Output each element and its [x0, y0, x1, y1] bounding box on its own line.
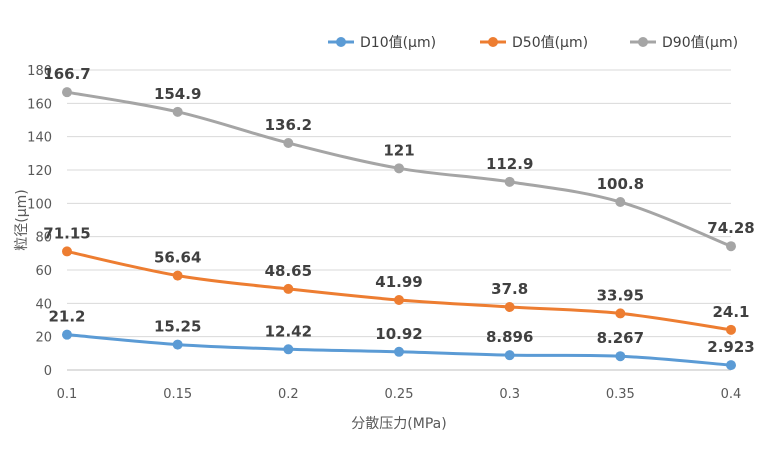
data-label: 33.95 — [597, 286, 644, 304]
x-tick-label: 0.1 — [57, 387, 78, 402]
data-label: 8.267 — [597, 329, 644, 347]
data-point — [172, 270, 183, 281]
y-tick-label: 160 — [27, 97, 52, 112]
x-tick-label: 0.4 — [721, 387, 742, 402]
y-axis-title: 粒径(μm) — [14, 189, 30, 250]
data-point — [615, 351, 626, 362]
data-label: 48.65 — [265, 262, 312, 280]
x-tick-label: 0.35 — [606, 387, 635, 402]
data-point — [62, 329, 72, 340]
data-label: 10.92 — [375, 325, 422, 343]
data-label: 15.25 — [154, 318, 201, 336]
x-tick-label: 0.15 — [163, 387, 192, 402]
legend-label: D90值(μm) — [662, 35, 738, 51]
y-axis-ticks: 0 20 40 60 80 100 120 140 160 180 — [27, 64, 52, 379]
data-point — [726, 360, 736, 371]
x-axis-title: 分散压力(MPa) — [351, 416, 446, 432]
x-tick-label: 0.2 — [278, 387, 299, 402]
data-point — [283, 138, 294, 148]
series-lines — [62, 87, 736, 371]
y-tick-label: 40 — [35, 297, 52, 312]
y-tick-label: 100 — [27, 197, 52, 212]
x-tick-label: 0.25 — [385, 387, 414, 402]
data-point — [726, 324, 736, 335]
y-tick-label: 120 — [27, 164, 52, 179]
data-point — [394, 295, 404, 306]
y-tick-label: 180 — [27, 64, 52, 79]
legend-label: D10值(μm) — [360, 35, 436, 51]
data-point — [283, 283, 294, 294]
data-labels: 21.2 15.25 12.42 10.92 8.896 8.267 2.923 71.15 5… — [43, 65, 754, 356]
data-label: 8.896 — [486, 328, 533, 346]
legend: D10值(μm) D50值(μm) D90值(μm) — [328, 35, 738, 51]
data-label: 41.99 — [375, 273, 422, 291]
data-point — [394, 346, 404, 357]
data-label: 56.64 — [154, 249, 201, 267]
data-label: 12.42 — [265, 322, 312, 340]
data-point — [62, 87, 72, 98]
data-point — [172, 339, 183, 350]
legend-label: D50值(μm) — [512, 35, 588, 51]
legend-marker — [638, 37, 648, 47]
data-point — [504, 176, 515, 187]
y-tick-label: 20 — [35, 331, 52, 346]
data-point — [504, 302, 515, 312]
y-tick-label: 140 — [27, 131, 52, 146]
data-label: 2.923 — [707, 338, 754, 356]
legend-marker — [488, 37, 498, 47]
data-label: 112.9 — [486, 155, 533, 173]
data-point — [615, 197, 626, 207]
data-label: 74.28 — [707, 219, 754, 237]
y-tick-label: 60 — [35, 264, 52, 279]
data-label: 71.15 — [43, 224, 90, 242]
data-point — [62, 246, 72, 257]
x-tick-label: 0.3 — [499, 387, 520, 402]
x-axis-ticks: 0.1 0.15 0.2 0.25 0.3 0.35 0.4 — [57, 387, 742, 402]
data-label: 21.2 — [48, 308, 85, 326]
y-tick-label: 0 — [44, 364, 52, 379]
data-point — [504, 350, 515, 361]
y-tick-label: 80 — [35, 231, 52, 246]
data-point — [283, 344, 294, 355]
legend-marker — [336, 37, 346, 47]
data-label: 37.8 — [491, 280, 528, 298]
data-point — [615, 308, 626, 319]
data-point — [726, 241, 736, 252]
data-label: 121 — [383, 141, 414, 159]
data-label: 154.9 — [154, 85, 201, 103]
data-label: 136.2 — [265, 116, 312, 134]
data-point — [394, 163, 404, 174]
data-point — [172, 106, 183, 117]
data-label: 100.8 — [597, 175, 644, 193]
data-label: 24.1 — [712, 303, 749, 321]
data-label: 166.7 — [43, 65, 90, 83]
